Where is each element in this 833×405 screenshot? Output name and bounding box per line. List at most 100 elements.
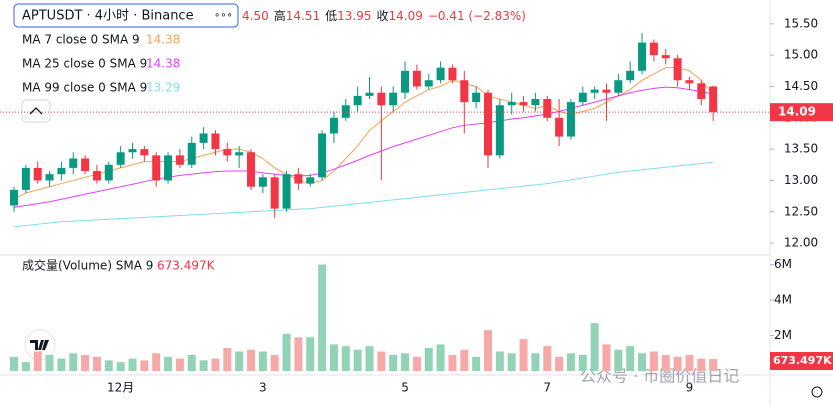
stat-value: 14.51 (286, 9, 320, 23)
candle-body (211, 133, 220, 150)
candle-body (436, 67, 445, 81)
volume-bar (235, 351, 244, 371)
volume-bar (614, 349, 623, 371)
ma-legend-value: 14.38 (146, 57, 180, 71)
y-tick-label: 13.50 (784, 142, 818, 156)
volume-bar (709, 359, 718, 371)
candle-body (10, 189, 18, 206)
volume-bar (412, 356, 421, 371)
volume-bar (638, 353, 647, 371)
x-tick-label: 12月 (107, 381, 134, 395)
candle-body (152, 155, 161, 181)
volume-bar (649, 351, 658, 371)
candle-body (57, 167, 66, 175)
volume-bar (294, 337, 303, 371)
volume-bar (472, 356, 481, 371)
volume-bar (495, 351, 504, 371)
candle-body (460, 80, 469, 103)
candle-body (602, 89, 611, 93)
candle-body (282, 174, 291, 209)
volume-bar (389, 355, 398, 371)
candle-body (531, 98, 540, 106)
volume-bar (104, 360, 113, 371)
volume-bar (590, 323, 599, 371)
candle-body (495, 105, 504, 156)
volume-bar (223, 347, 232, 371)
candle-body (258, 177, 267, 187)
volume-bar (566, 353, 575, 371)
volume-bar (128, 358, 137, 371)
candle-body (199, 133, 208, 143)
volume-bar (460, 349, 469, 371)
stat-label: 高 (274, 8, 286, 23)
candle-body (92, 171, 101, 181)
volume-tag (770, 352, 833, 370)
candle-body (389, 92, 398, 106)
volume-bar (626, 346, 635, 371)
volume-bar (507, 353, 516, 371)
candle-body (318, 133, 327, 178)
y-tick-label: 13.00 (784, 173, 818, 187)
volume-bar (484, 330, 492, 371)
volume-bar (673, 356, 682, 371)
candle-body (519, 102, 528, 106)
volume-bar (602, 344, 611, 371)
volume-bar (318, 264, 327, 371)
stat-label: 低 (325, 9, 337, 23)
candle-body (235, 152, 244, 156)
candle-body (638, 42, 647, 71)
volume-bar (282, 333, 291, 371)
candle-body (187, 142, 196, 165)
volume-bar (377, 351, 386, 371)
collapse-button[interactable] (21, 99, 51, 123)
open-fragment: 4.50 (242, 9, 269, 23)
candle-body (175, 155, 184, 165)
candle-body (294, 174, 303, 184)
last-price-label: 14.09 (778, 105, 816, 119)
volume-bar (306, 337, 315, 371)
candle-body (223, 149, 232, 156)
candle-body (81, 158, 90, 172)
y-tick-label: 12.00 (784, 236, 818, 250)
volume-legend-value: 673.497K (157, 259, 216, 273)
volume-bar (353, 349, 362, 371)
settings-icon[interactable] (811, 386, 823, 398)
volume-tick-label: 6M (774, 257, 792, 271)
volume-bar (329, 344, 338, 371)
last-price-tag (770, 103, 833, 122)
volume-bar (697, 358, 706, 371)
candle-body (341, 105, 350, 118)
x-tick-label: 7 (543, 381, 551, 395)
symbol: APTUSDT · 4小时 · Binance (22, 9, 194, 24)
ma-legend: MA 7 close 0 SMA 9 (22, 33, 140, 47)
y-tick-label: 14.50 (784, 79, 818, 93)
stat-value: 13.95 (337, 9, 371, 23)
candle-body (626, 70, 635, 81)
y-tick-label: 15.00 (784, 48, 818, 62)
candle-body (104, 164, 113, 181)
volume-bar (69, 353, 78, 371)
symbol-box[interactable] (13, 3, 239, 28)
volume-tag-label: 673.497K (773, 354, 832, 367)
volume-bar (92, 356, 101, 371)
x-tick-label: 9 (686, 381, 694, 395)
candle-body (270, 177, 279, 209)
candle-body (543, 98, 552, 118)
ma-legend-value: 13.29 (146, 81, 180, 95)
stat-label: 收 (376, 9, 388, 23)
volume-bar (685, 355, 694, 371)
volume-bar (57, 358, 66, 371)
ma-line (13, 161, 714, 228)
volume-bar (555, 356, 564, 371)
volume-tick-label: 4M (774, 293, 792, 307)
volume-bar (116, 362, 125, 371)
volume-bar (175, 358, 184, 371)
volume-bar (365, 346, 374, 371)
candle-body (247, 152, 255, 187)
volume-bar (543, 346, 552, 371)
candle-body (590, 89, 599, 93)
candle-body (21, 167, 30, 190)
volume-bar (448, 355, 457, 371)
menu[interactable]: ∘∘∘ (214, 10, 233, 21)
